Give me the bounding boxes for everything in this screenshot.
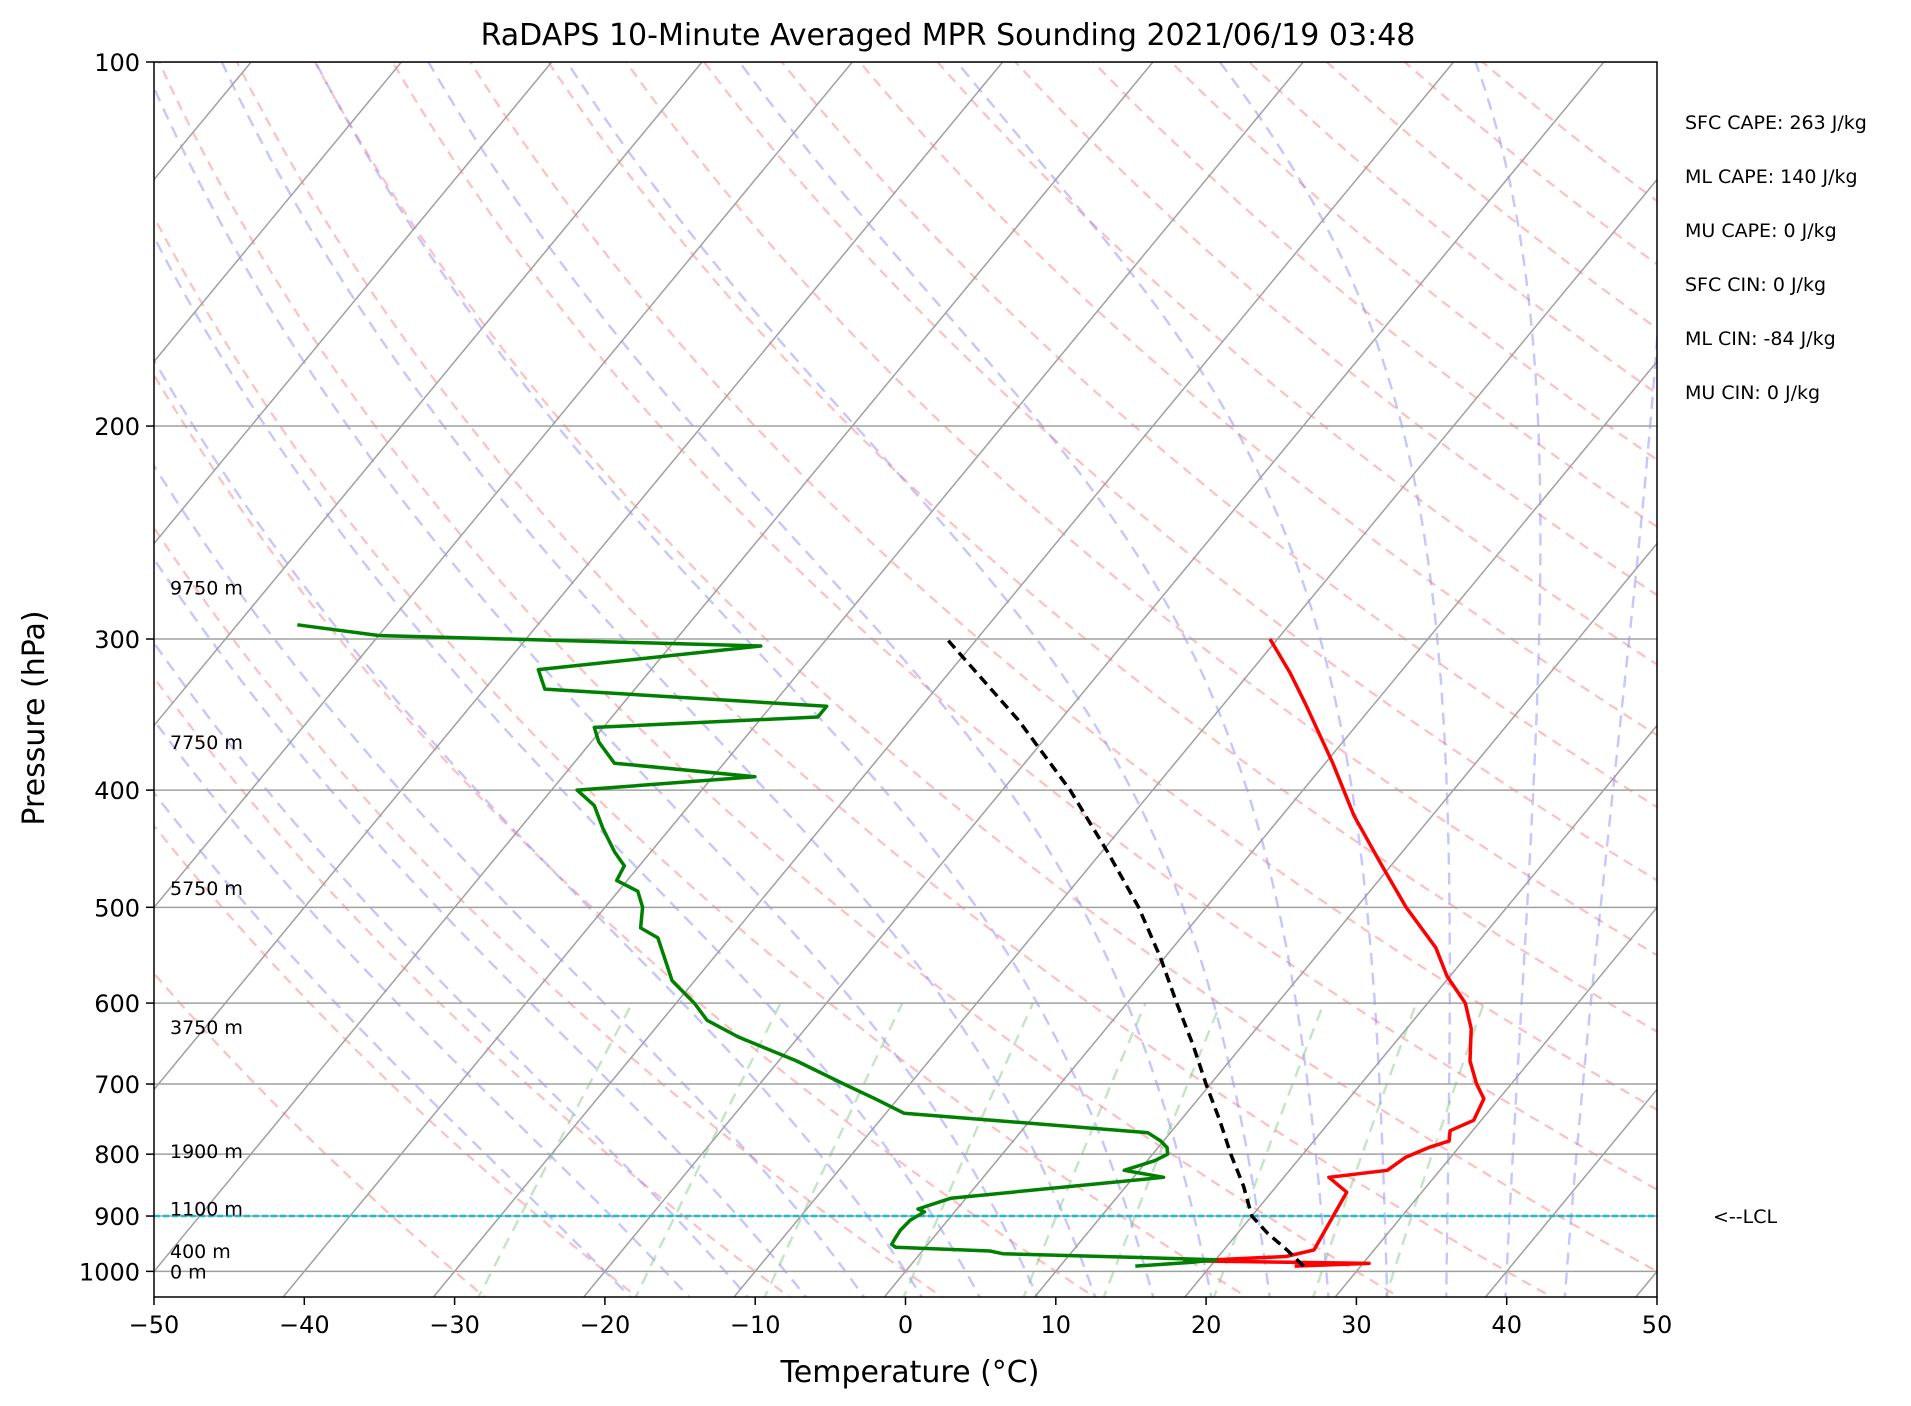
y-tick-label: 900 [94,1203,140,1231]
y-tick-label: 300 [94,626,140,654]
y-tick-label: 200 [94,413,140,441]
dry-adiabat [780,62,1657,809]
temperature-line [1183,638,1486,1268]
dry-adiabat [624,62,1657,957]
moist-adiabat [1474,62,1542,1297]
x-tick-label: 50 [1642,1311,1673,1339]
stat-label: MU CIN: 0 J/kg [1685,382,1820,404]
height-label: 9750 m [170,578,243,600]
stat-label: ML CAPE: 140 J/kg [1685,166,1858,188]
mixing-ratio-line [634,1002,782,1297]
moist-adiabat [154,84,1039,1297]
isotherm-line [1033,542,1657,1297]
x-tick-label: −10 [730,1311,781,1339]
isotherm-line [883,360,1657,1297]
y-tick-label: 600 [94,990,140,1018]
height-label: 3750 m [170,1017,243,1039]
dry-adiabat [154,525,944,1297]
x-tick-label: −20 [580,1311,631,1339]
parcel-line [945,637,1305,1268]
dry-adiabat [391,62,1657,1191]
mixing-ratio-line [763,1002,904,1297]
series-group [297,623,1486,1268]
dry-adiabat [469,62,1657,1112]
x-tick-label: −30 [429,1311,480,1339]
ticks [146,61,1658,1305]
lcl-label: <--LCL [1713,1206,1777,1228]
x-tick-label: 30 [1341,1311,1372,1339]
isotherm-line [1634,1270,1657,1297]
x-tick-label: −50 [129,1311,180,1339]
stat-label: ML CIN: -84 J/kg [1685,328,1836,350]
moist-adiabat [154,463,866,1297]
height-label: 1900 m [170,1141,243,1163]
grid-lines [154,62,1911,1302]
moist-adiabat [154,234,981,1297]
x-tick-label: 40 [1491,1311,1522,1339]
dry-adiabat [1013,62,1657,597]
isotherm-line [733,178,1657,1297]
plot-background [154,62,1657,1297]
isotherm-line [582,62,1605,1297]
isotherm-line [154,62,553,545]
stat-label: SFC CAPE: 263 J/kg [1685,112,1867,134]
x-tick-label: 10 [1041,1311,1072,1339]
height-label: 0 m [170,1261,207,1283]
isotherm-line [432,62,1455,1297]
moist-adiabat [738,62,1330,1297]
height-label: 5750 m [170,878,243,900]
mixing-ratio-line [1022,1002,1147,1297]
height-label: 400 m [170,1241,231,1263]
dewpoint-line [297,623,1218,1268]
moist-adiabat [314,62,1155,1297]
x-tick-label: 20 [1191,1311,1222,1339]
y-tick-label: 400 [94,777,140,805]
moist-adiabat [1563,323,1657,1297]
dry-adiabat [157,62,1402,1297]
stat-label: SFC CIN: 0 J/kg [1685,274,1826,296]
y-tick-label: 500 [94,894,140,922]
labels: −50 −40 −30 −20 −10 0 10 20 30 40 50 100 200 300 400 50… [79,49,1867,1339]
moist-adiabat [1218,62,1452,1297]
moist-adiabat [427,62,1213,1297]
y-tick-label: 1000 [79,1258,140,1286]
stat-label: MU CAPE: 0 J/kg [1685,220,1837,242]
mixing-ratio-line [902,1002,1035,1297]
isotherm-line [1484,1088,1657,1297]
y-tick-label: 800 [94,1141,140,1169]
isotherm-line [1183,724,1657,1297]
isotherm-line [154,62,1004,1091]
moist-adiabat [565,62,1271,1297]
moist-adiabat [154,790,632,1297]
isotherm-line [1782,62,1911,1302]
moist-adiabat [220,62,1097,1297]
x-tick-label: 0 [898,1311,913,1339]
chart-title: RaDAPS 10-Minute Averaged MPR Sounding 2… [481,18,1416,53]
mixing-ratio-line [1384,1002,1485,1297]
y-axis-label: Pressure (hPa) [17,610,52,825]
mixing-ratio-line [477,1002,634,1297]
moist-adiabat [154,357,924,1297]
moist-adiabat [154,718,691,1297]
isotherm-line [282,62,1304,1297]
isotherm-line [154,62,1154,1273]
y-tick-label: 700 [94,1071,140,1099]
moist-adiabat [154,641,750,1297]
isotherm-line [154,62,403,363]
x-tick-label: −40 [279,1311,330,1339]
height-label: 7750 m [170,732,243,754]
isotherm-line [154,62,853,909]
isotherm-line [154,62,703,727]
isotherm-line [1334,906,1657,1297]
x-axis-label: Temperature (°C) [780,1355,1040,1390]
height-label: 1100 m [170,1198,243,1220]
moist-adiabat [154,556,808,1297]
mixing-ratio-line [1102,1002,1222,1297]
y-tick-label: 100 [94,49,140,77]
moist-adiabat [955,62,1389,1297]
